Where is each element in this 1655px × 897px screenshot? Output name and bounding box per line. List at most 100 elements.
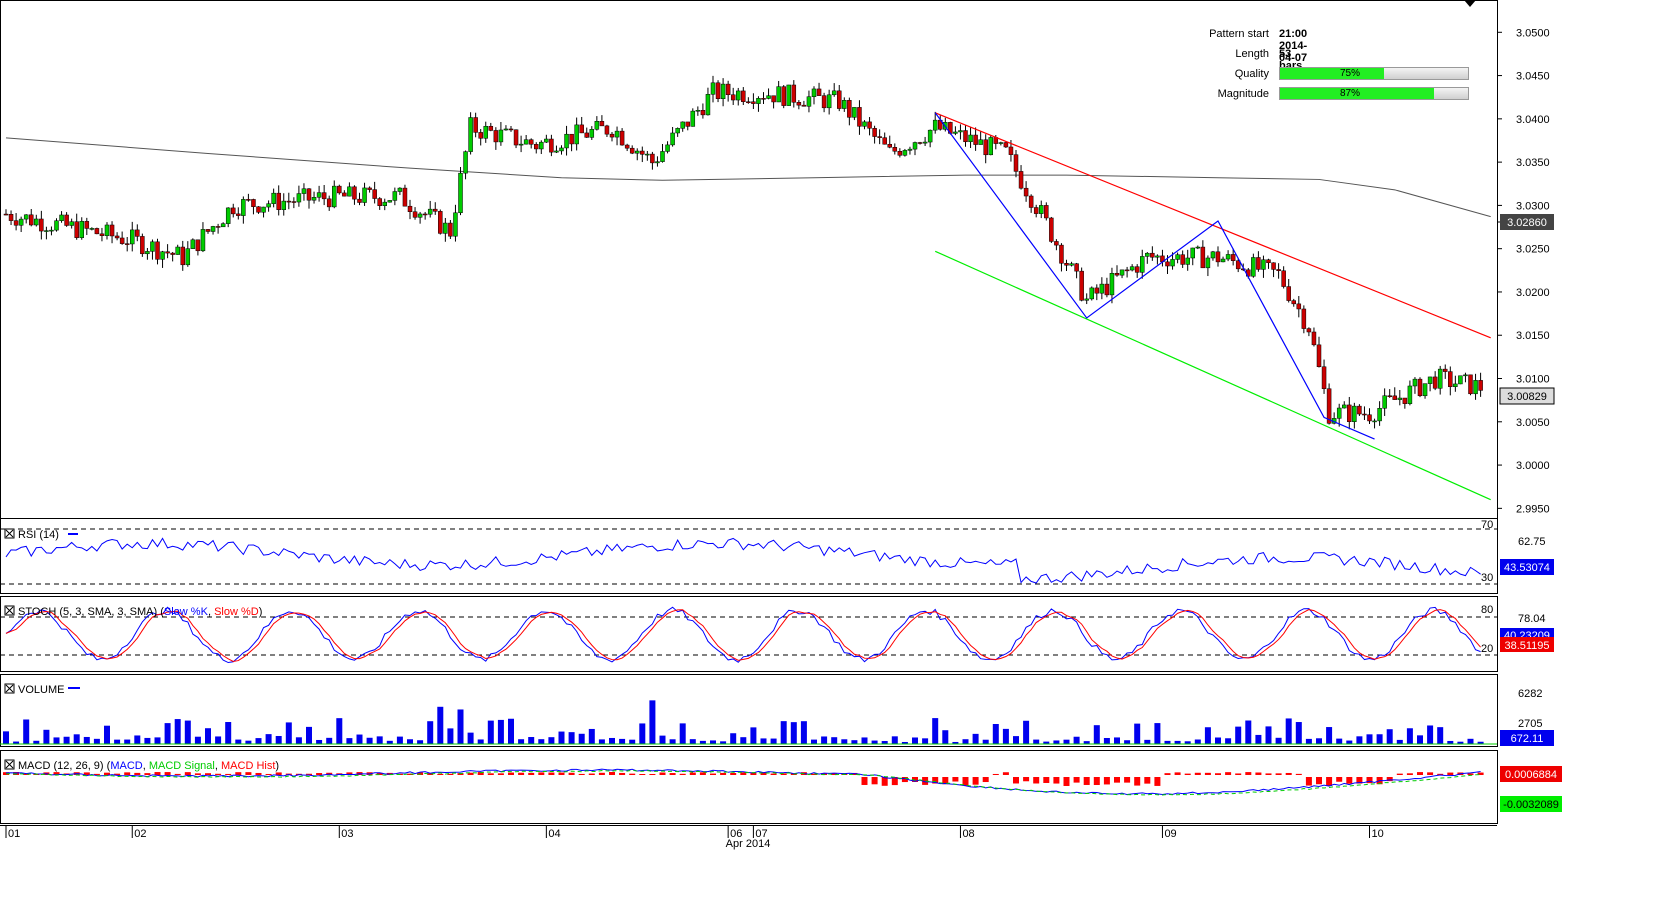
pattern-start-value: 21:00 2014-04-07 xyxy=(1279,28,1308,64)
date-label: 02 xyxy=(134,828,146,840)
macd-hist-bar xyxy=(23,773,30,775)
macd-hist-bar xyxy=(1164,773,1171,775)
macd-hist-bar xyxy=(215,773,222,775)
macd-hist-bar xyxy=(1043,777,1050,783)
candle-up xyxy=(1155,255,1160,258)
candle-down xyxy=(1468,374,1473,395)
volume-bar xyxy=(346,738,353,744)
macd-hist-bar xyxy=(588,773,595,775)
candle-down xyxy=(407,205,413,212)
candle-up xyxy=(266,203,271,208)
candle-up xyxy=(1372,420,1377,423)
candle-down xyxy=(897,151,903,156)
stoch-d-value: 38.51195 xyxy=(1504,640,1549,652)
volume-bar xyxy=(508,718,514,744)
candle-down xyxy=(8,214,14,221)
volume-bar xyxy=(659,735,666,744)
magnitude-label: Magnitude xyxy=(1217,88,1269,100)
candle-up xyxy=(1407,385,1413,404)
candle-up xyxy=(458,172,463,214)
scroll-marker-icon[interactable] xyxy=(1464,0,1476,7)
last-price-box xyxy=(1499,387,1555,405)
macd-hist-bar xyxy=(467,772,474,775)
candle-down xyxy=(1357,405,1362,415)
volume-bar xyxy=(1275,737,1282,744)
candle-up xyxy=(655,161,660,164)
macd-hist-bar xyxy=(1437,773,1444,775)
macd-hist-bar xyxy=(124,772,131,775)
volume-bar xyxy=(649,700,656,744)
volume-bar xyxy=(689,739,696,744)
candle-up xyxy=(564,133,569,149)
macd-hist-bar xyxy=(134,772,141,775)
candle-down xyxy=(402,187,408,207)
volume-bar xyxy=(497,719,504,744)
candle-up xyxy=(1210,251,1216,259)
last-price: 3.00829 xyxy=(1507,391,1547,403)
volume-bar xyxy=(1225,738,1232,744)
macd-hist-bar xyxy=(225,773,232,775)
candle-down xyxy=(629,147,635,154)
quality-label: Quality xyxy=(1234,68,1269,80)
candle-up xyxy=(842,100,847,109)
price-tick-label: 3.0100 xyxy=(1516,374,1550,386)
candle-up xyxy=(382,201,387,206)
volume-bar xyxy=(1124,740,1131,744)
pattern-start-label: Pattern start xyxy=(1209,28,1269,40)
volume-bar xyxy=(1154,723,1161,744)
candle-up xyxy=(902,150,908,156)
macd-hist-bar xyxy=(104,772,110,775)
volume-bar xyxy=(1073,736,1080,744)
volume-bar xyxy=(93,738,100,744)
volume-bar xyxy=(53,737,60,744)
candle-down xyxy=(1311,331,1317,346)
candle-down xyxy=(715,82,721,100)
candle-up xyxy=(1422,383,1428,397)
candle-up xyxy=(594,121,600,130)
volume-bar xyxy=(800,721,807,744)
volume-bar xyxy=(1235,726,1242,744)
volume-bar xyxy=(477,739,484,744)
candle-up xyxy=(1382,395,1387,409)
volume-bar xyxy=(1285,718,1292,744)
candle-down xyxy=(837,90,842,109)
volume-level-mid: 2705 xyxy=(1518,718,1542,730)
candle-down xyxy=(246,199,251,201)
candle-up xyxy=(554,150,559,153)
volume-bar xyxy=(962,739,969,744)
macd-hist-bar xyxy=(1406,773,1413,775)
candle-down xyxy=(857,107,862,127)
candle-up xyxy=(690,110,696,127)
macd-hist-bar xyxy=(1154,777,1161,786)
volume-bar xyxy=(669,739,676,744)
candle-down xyxy=(1296,303,1302,310)
macd-hist-bar xyxy=(1235,773,1242,775)
candle-down xyxy=(74,221,79,238)
candle-up xyxy=(220,223,226,228)
volume-bar xyxy=(467,732,474,744)
candle-up xyxy=(1145,252,1150,257)
date-label: 04 xyxy=(548,828,560,840)
candle-down xyxy=(236,213,241,216)
volume-bar xyxy=(770,738,777,744)
volume-bar xyxy=(1326,727,1333,744)
macd-hist-bar xyxy=(1336,777,1343,782)
candle-down xyxy=(741,90,746,102)
volume-bar xyxy=(275,735,282,744)
candle-up xyxy=(544,138,549,143)
volume-bar xyxy=(447,728,454,744)
volume-bar xyxy=(528,737,535,744)
candle-down xyxy=(1180,254,1185,265)
macd-hist-bar xyxy=(699,772,706,775)
macd-hist-bar xyxy=(1447,772,1454,775)
macd-value: 0.0006884 xyxy=(1505,769,1557,781)
candle-up xyxy=(1205,257,1211,269)
volume-bar xyxy=(1447,740,1454,744)
volume-bar xyxy=(1093,725,1100,744)
candle-up xyxy=(69,221,74,226)
volume-bar xyxy=(710,740,716,744)
volume-bar xyxy=(861,737,868,744)
candle-up xyxy=(705,94,711,116)
volume-bar xyxy=(13,741,20,744)
candle-down xyxy=(867,121,872,129)
